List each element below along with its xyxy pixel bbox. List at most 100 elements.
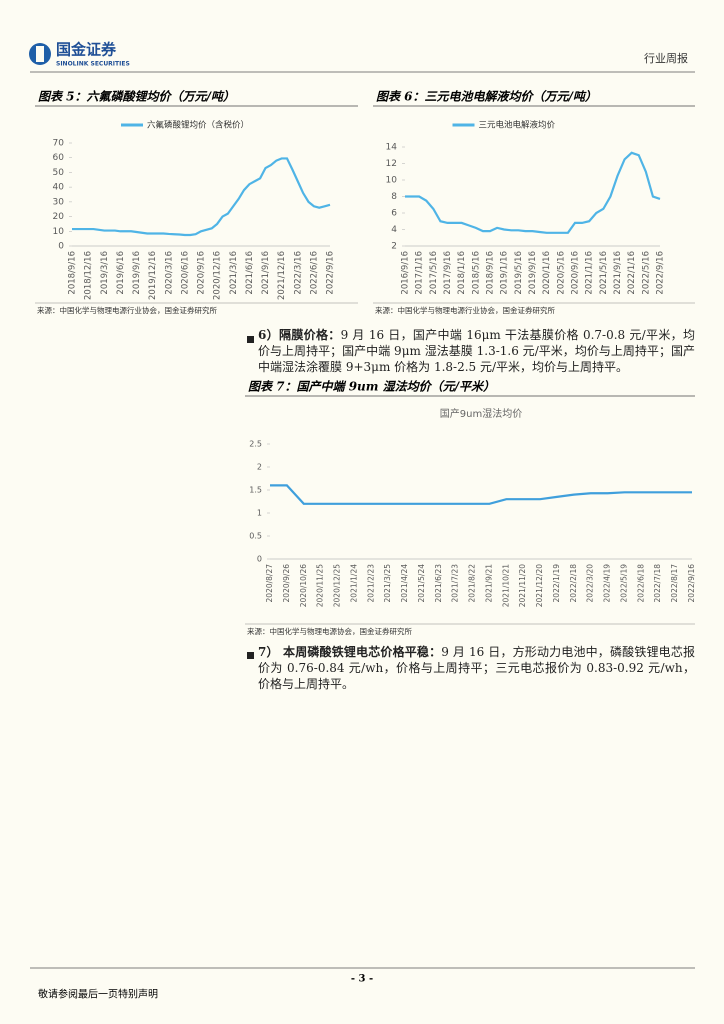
x-tick-label: 2017/1/16 bbox=[415, 251, 425, 295]
logo-cn: 国金证券 bbox=[56, 41, 117, 59]
x-tick-label: 2021/12/20 bbox=[535, 564, 544, 607]
y-tick-label: 1 bbox=[257, 509, 262, 518]
y-tick-label: 4 bbox=[391, 225, 397, 235]
y-tick-label: 40 bbox=[53, 183, 65, 193]
data-line bbox=[405, 151, 661, 234]
x-tick-label: 2021/9/16 bbox=[613, 251, 623, 295]
x-tick-label: 2018/12/16 bbox=[84, 251, 94, 300]
x-tick-label: 2019/1/16 bbox=[500, 251, 510, 295]
y-tick-label: 0 bbox=[58, 242, 64, 252]
x-tick-label: 2022/4/19 bbox=[603, 564, 612, 603]
y-tick-label: 1.5 bbox=[249, 486, 262, 495]
x-tick-label: 2022/8/17 bbox=[670, 564, 679, 603]
x-tick-label: 2022/5/16 bbox=[641, 251, 651, 295]
y-tick-label: 2 bbox=[257, 463, 262, 472]
x-tick-label: 2020/3/16 bbox=[164, 251, 174, 295]
y-tick-label: 30 bbox=[53, 197, 65, 207]
x-tick-label: 2021/7/23 bbox=[451, 564, 460, 603]
x-tick-label: 2022/6/16 bbox=[309, 251, 319, 295]
y-tick-label: 20 bbox=[53, 212, 65, 222]
x-tick-label: 2019/5/16 bbox=[514, 251, 524, 295]
bullet bbox=[247, 336, 254, 343]
chart-heading: 图表 6：三元电池电解液均价（万元/吨） bbox=[376, 90, 597, 104]
source: 来源：中国化学与物理电源行业协会，国金证券研究所 bbox=[37, 305, 217, 315]
legend-label: 六氟磷酸锂均价（含税价） bbox=[147, 120, 249, 131]
y-tick-label: 14 bbox=[386, 143, 398, 153]
x-tick-label: 2021/1/24 bbox=[349, 564, 358, 603]
x-tick-label: 2019/12/16 bbox=[148, 251, 158, 300]
chart-heading: 图表 5：六氟磷酸锂均价（万元/吨） bbox=[38, 90, 235, 104]
paragraph-text: 9 月 16 日，方形动力电池中，磷酸铁锂电芯报价为 0.76-0.84 元/w… bbox=[258, 645, 695, 691]
data-line bbox=[270, 484, 692, 505]
x-tick-label: 2022/9/16 bbox=[687, 564, 696, 603]
y-tick-label: 70 bbox=[53, 139, 65, 149]
x-tick-label: 2020/6/16 bbox=[180, 251, 190, 295]
x-tick-label: 2020/9/16 bbox=[571, 251, 581, 295]
x-tick-label: 2020/10/26 bbox=[299, 564, 308, 607]
x-tick-label: 2017/9/16 bbox=[443, 251, 453, 295]
x-tick-label: 2021/2/23 bbox=[366, 564, 375, 603]
x-tick-label: 2021/5/24 bbox=[417, 564, 426, 603]
x-tick-label: 2021/10/21 bbox=[501, 564, 510, 607]
x-tick-label: 2021/8/22 bbox=[468, 564, 477, 603]
x-tick-label: 2021/6/16 bbox=[245, 251, 255, 295]
y-tick-label: 12 bbox=[386, 159, 397, 169]
paragraph: 6）隔膜价格：9 月 16 日，国产中端 16μm 干法基膜价格 0.7-0.8… bbox=[258, 327, 695, 375]
x-tick-label: 2019/9/16 bbox=[528, 251, 538, 295]
data-line bbox=[72, 157, 331, 237]
y-tick-label: 6 bbox=[391, 209, 397, 219]
x-tick-label: 2022/2/18 bbox=[569, 564, 578, 603]
legend-label: 三元电池电解液均价 bbox=[479, 120, 556, 131]
disclaimer: 敬请参阅最后一页特别声明 bbox=[38, 988, 158, 1001]
x-tick-label: 2022/9/16 bbox=[656, 251, 666, 295]
x-tick-label: 2021/12/16 bbox=[277, 251, 287, 300]
x-tick-label: 2018/9/16 bbox=[68, 251, 78, 295]
x-tick-label: 2018/9/16 bbox=[486, 251, 496, 295]
paragraph-lead: 6）隔膜价格： bbox=[258, 328, 341, 342]
x-tick-label: 2022/3/16 bbox=[293, 251, 303, 295]
x-tick-label: 2021/4/24 bbox=[400, 564, 409, 603]
paragraph-lead: 7） 本周磷酸铁锂电芯价格平稳： bbox=[258, 645, 442, 659]
x-tick-label: 2022/3/20 bbox=[586, 564, 595, 603]
x-tick-label: 2021/1/16 bbox=[585, 251, 595, 295]
y-tick-label: 10 bbox=[386, 176, 398, 186]
paragraph-text: 9 月 16 日，国产中端 16μm 干法基膜价格 0.7-0.8 元/平米，均… bbox=[258, 328, 695, 374]
x-tick-label: 2018/1/16 bbox=[457, 251, 467, 295]
report-type: 行业周报 bbox=[644, 51, 688, 65]
bullet bbox=[247, 652, 254, 659]
y-tick-label: 2 bbox=[391, 242, 397, 252]
x-tick-label: 2022/1/16 bbox=[627, 251, 637, 295]
x-tick-label: 2020/12/25 bbox=[333, 564, 342, 607]
x-tick-label: 2020/5/16 bbox=[556, 251, 566, 295]
x-tick-label: 2022/9/16 bbox=[326, 251, 336, 295]
x-tick-label: 2017/5/16 bbox=[429, 251, 439, 295]
x-tick-label: 2018/5/16 bbox=[471, 251, 481, 295]
x-tick-label: 2020/9/26 bbox=[282, 564, 291, 603]
x-tick-label: 2021/6/23 bbox=[434, 564, 443, 603]
y-tick-label: 50 bbox=[53, 168, 65, 178]
y-tick-label: 0 bbox=[257, 555, 262, 564]
chart-heading: 图表 7：国产中端 9um 湿法均价（元/平米） bbox=[248, 380, 495, 394]
x-tick-label: 2021/5/16 bbox=[599, 251, 609, 295]
x-tick-label: 2020/1/16 bbox=[542, 251, 552, 295]
chart-title: 国产9um湿法均价 bbox=[440, 407, 522, 420]
x-tick-label: 2020/9/16 bbox=[197, 251, 207, 295]
page-number: - 3 - bbox=[351, 974, 373, 985]
source: 来源：中国化学与物理电源协会，国金证券研究所 bbox=[247, 626, 412, 636]
x-tick-label: 2022/1/19 bbox=[552, 564, 561, 603]
x-tick-label: 2019/3/16 bbox=[100, 251, 110, 295]
x-tick-label: 2021/9/16 bbox=[261, 251, 271, 295]
x-tick-label: 2021/3/25 bbox=[383, 564, 392, 603]
y-tick-label: 0.5 bbox=[249, 532, 262, 541]
x-tick-label: 2016/9/16 bbox=[401, 251, 411, 295]
y-tick-label: 2.5 bbox=[249, 440, 262, 449]
logo-icon-mark bbox=[36, 46, 44, 62]
x-tick-label: 2022/6/18 bbox=[636, 564, 645, 603]
x-tick-label: 2020/12/16 bbox=[213, 251, 223, 300]
paragraph: 7） 本周磷酸铁锂电芯价格平稳：9 月 16 日，方形动力电池中，磷酸铁锂电芯报… bbox=[258, 644, 695, 692]
logo-en: SINOLINK SECURITIES bbox=[56, 61, 130, 68]
x-tick-label: 2022/7/18 bbox=[653, 564, 662, 603]
y-tick-label: 10 bbox=[53, 227, 65, 237]
